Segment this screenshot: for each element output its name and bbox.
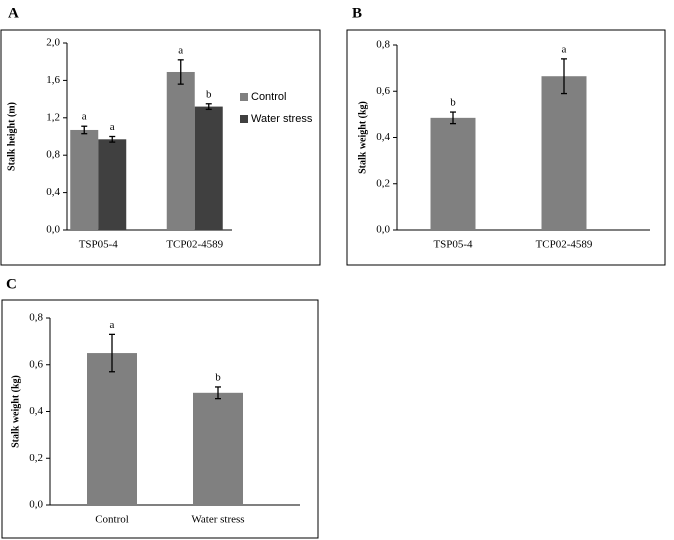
bar — [70, 129, 99, 230]
y-axis-label: Stalk height (m) — [6, 102, 17, 171]
significance-letter: a — [82, 111, 87, 123]
y-tick-label: 0,0 — [46, 224, 60, 236]
panel-frame — [346, 29, 666, 266]
legend-swatch — [240, 93, 248, 101]
significance-letter: a — [110, 121, 115, 133]
error-bar — [205, 103, 212, 111]
bar — [166, 71, 195, 230]
x-tick-label: TCP02-4589 — [536, 239, 593, 251]
error-bar — [215, 386, 221, 400]
significance-letter: a — [178, 44, 183, 56]
x-tick-label: Control — [95, 514, 129, 526]
panel-label: C — [6, 276, 17, 292]
y-tick-label: 0,0 — [29, 499, 43, 511]
panel-frame — [0, 29, 321, 266]
y-tick-label: 0,4 — [46, 186, 60, 198]
y-axis-label: Stalk weight (kg) — [357, 101, 368, 174]
y-tick-label: 0,4 — [29, 405, 43, 417]
x-tick-label: TSP05-4 — [79, 239, 119, 251]
significance-letter: a — [110, 319, 115, 331]
x-tick-label: TSP05-4 — [433, 239, 473, 251]
y-tick-label: 0,6 — [376, 85, 390, 97]
y-tick-label: 0,2 — [376, 177, 390, 189]
error-bar — [109, 135, 116, 143]
y-axis-label: Stalk weight (kg) — [10, 375, 21, 448]
bar — [193, 392, 243, 505]
panel-frame — [1, 299, 319, 539]
x-tick-label: TCP02-4589 — [166, 239, 223, 251]
bar — [541, 76, 587, 230]
bar — [194, 106, 223, 230]
legend-label: Water stress — [251, 113, 313, 125]
y-tick-label: 0,0 — [376, 224, 390, 236]
x-tick-label: Water stress — [191, 514, 244, 526]
y-tick-label: 0,4 — [376, 131, 390, 143]
significance-letter: b — [206, 88, 212, 100]
y-tick-label: 0,8 — [29, 312, 43, 324]
bar — [87, 353, 137, 505]
y-tick-label: 1,6 — [46, 74, 60, 86]
bar — [98, 139, 127, 230]
error-bar — [561, 58, 567, 95]
significance-letter: a — [562, 43, 567, 55]
legend-label: Control — [251, 91, 286, 103]
error-bar — [81, 125, 88, 135]
error-bar — [109, 333, 115, 373]
error-bar — [450, 111, 456, 125]
panel-label: B — [352, 5, 362, 21]
y-tick-label: 0,2 — [29, 452, 43, 464]
y-tick-label: 1,2 — [46, 111, 60, 123]
y-tick-label: 0,8 — [46, 149, 60, 161]
significance-letter: b — [450, 97, 456, 109]
y-tick-label: 2,0 — [46, 37, 60, 49]
significance-letter: b — [215, 371, 221, 383]
legend-swatch — [240, 115, 248, 123]
y-tick-label: 0,6 — [29, 358, 43, 370]
panel-label: A — [8, 5, 19, 21]
error-bar — [177, 59, 184, 85]
bar — [430, 117, 476, 230]
y-tick-label: 0,8 — [376, 39, 390, 51]
